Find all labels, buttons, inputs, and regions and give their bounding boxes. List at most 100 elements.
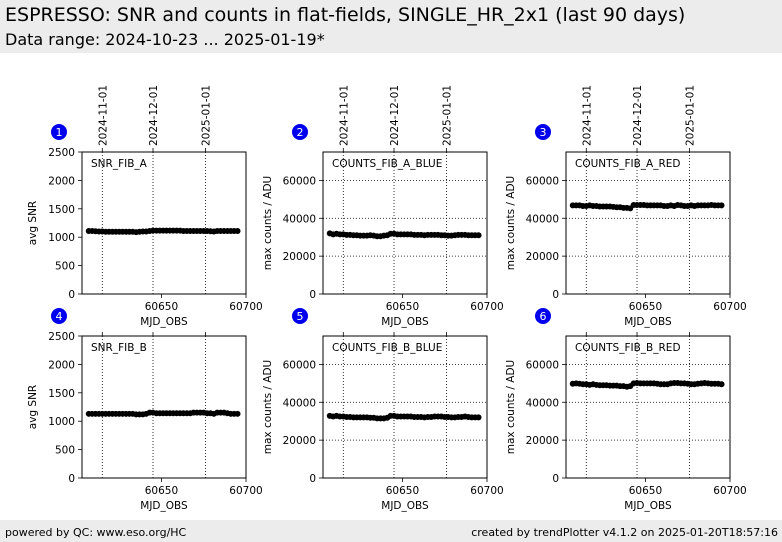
panel-badge-number: 4	[56, 310, 63, 323]
y-tick-label: 2000	[48, 359, 75, 371]
x-tick-label: 60650	[629, 485, 662, 497]
y-axis-label: avg SNR	[27, 385, 39, 429]
y-axis-label: max counts / ADU	[505, 176, 517, 270]
x-axis-label: MJD_OBS	[381, 316, 429, 328]
y-tick-label: 0	[552, 289, 559, 301]
y-tick-label: 2500	[48, 331, 75, 343]
x-tick-label: 60700	[229, 301, 262, 313]
y-tick-label: 0	[68, 289, 75, 301]
y-tick-label: 60000	[283, 175, 316, 187]
page-subtitle: Data range: 2024-10-23 ... 2025-01-19*	[5, 30, 325, 49]
x-tick-label: 60650	[386, 485, 419, 497]
panel-label: COUNTS_FIB_A_BLUE	[332, 158, 442, 170]
date-tick-label: 2024-11-01	[338, 85, 350, 146]
y-tick-label: 0	[68, 473, 75, 485]
date-tick-label: 2024-12-01	[389, 85, 401, 146]
chart-panel-3: 2024-11-01 2024-12-01 2025-01-01 0 20000 4000…	[505, 85, 747, 328]
plot-frame	[322, 151, 488, 295]
panel-badge-number: 2	[297, 126, 304, 139]
y-tick-label: 20000	[526, 435, 559, 447]
panel-badge-number: 3	[540, 126, 547, 139]
y-tick-label: 1000	[48, 232, 75, 244]
date-tick-label: 2025-01-01	[200, 85, 212, 146]
y-axis-label: max counts / ADU	[262, 360, 274, 454]
x-axis-label: MJD_OBS	[624, 316, 672, 328]
panel-badge	[535, 308, 551, 324]
data-point	[718, 202, 725, 209]
y-tick-label: 40000	[526, 397, 559, 409]
y-tick-label: 500	[55, 445, 75, 457]
x-tick-label: 60650	[386, 301, 419, 313]
data-point	[234, 410, 241, 417]
y-tick-label: 0	[309, 289, 316, 301]
y-axis-label: max counts / ADU	[505, 360, 517, 454]
y-tick-label: 60000	[283, 359, 316, 371]
plot-frame	[81, 151, 247, 295]
y-axis-label: max counts / ADU	[262, 176, 274, 270]
y-tick-label: 40000	[283, 397, 316, 409]
date-tick-label: 2025-01-01	[684, 85, 696, 146]
date-tick-label: 2025-01-01	[441, 85, 453, 146]
panel-label: SNR_FIB_A	[91, 158, 148, 170]
panel-badge	[292, 124, 308, 140]
date-tick-label: 2024-12-01	[632, 85, 644, 146]
y-axis-label: avg SNR	[27, 201, 39, 245]
panel-badge-number: 6	[540, 310, 547, 323]
page-title: ESPRESSO: SNR and counts in flat-fields,…	[5, 4, 686, 26]
y-tick-label: 40000	[526, 213, 559, 225]
footer-bar: powered by QC: www.eso.org/HC created by…	[0, 520, 782, 542]
x-tick-label: 60650	[145, 301, 178, 313]
plot-frame	[322, 335, 488, 479]
panel-badge	[535, 124, 551, 140]
x-tick-label: 60700	[713, 485, 746, 497]
y-tick-label: 20000	[526, 251, 559, 263]
x-tick-label: 60700	[470, 485, 503, 497]
panel-label: COUNTS_FIB_A_RED	[575, 158, 681, 170]
y-tick-label: 20000	[283, 435, 316, 447]
date-tick-label: 2024-12-01	[148, 85, 160, 146]
x-tick-label: 60700	[713, 301, 746, 313]
panel-badge-number: 1	[56, 126, 63, 139]
x-tick-label: 60700	[229, 485, 262, 497]
panel-badge	[51, 308, 67, 324]
y-tick-label: 40000	[283, 213, 316, 225]
y-tick-label: 1000	[48, 416, 75, 428]
data-point	[475, 232, 482, 239]
x-axis-label: MJD_OBS	[624, 500, 672, 512]
plot-frame	[565, 151, 731, 295]
plot-frame	[81, 335, 247, 479]
y-tick-label: 60000	[526, 175, 559, 187]
y-tick-label: 0	[309, 473, 316, 485]
panel-label: SNR_FIB_B	[91, 342, 147, 354]
y-tick-label: 1500	[48, 388, 75, 400]
date-tick-label: 2024-11-01	[581, 85, 593, 146]
x-tick-label: 60700	[470, 301, 503, 313]
y-tick-label: 60000	[526, 359, 559, 371]
x-tick-label: 60650	[629, 301, 662, 313]
y-tick-label: 500	[55, 261, 75, 273]
panel-badge-number: 5	[297, 310, 304, 323]
panel-label: COUNTS_FIB_B_RED	[575, 342, 681, 354]
y-tick-label: 0	[552, 473, 559, 485]
plot-frame	[565, 335, 731, 479]
date-tick-label: 2024-11-01	[97, 85, 109, 146]
data-point	[234, 227, 241, 234]
data-point	[475, 414, 482, 421]
header-bar: ESPRESSO: SNR and counts in flat-fields,…	[0, 0, 782, 53]
chart-panel-2: 2024-11-01 2024-12-01 2025-01-01 0 20000 4000…	[262, 85, 504, 328]
footer-created-by: created by trendPlotter v4.1.2 on 2025-0…	[471, 526, 778, 539]
y-tick-label: 20000	[283, 251, 316, 263]
footer-credit: powered by QC: www.eso.org/HC	[5, 526, 187, 539]
panel-badge	[51, 124, 67, 140]
x-axis-label: MJD_OBS	[140, 316, 188, 328]
y-tick-label: 2000	[48, 175, 75, 187]
x-axis-label: MJD_OBS	[381, 500, 429, 512]
y-tick-label: 2500	[48, 147, 75, 159]
panel-label: COUNTS_FIB_B_BLUE	[332, 342, 442, 354]
panel-badge	[292, 308, 308, 324]
chart-panel-1: 2024-11-01 2024-12-01 2025-01-01 0 500 1000 15…	[27, 85, 263, 328]
